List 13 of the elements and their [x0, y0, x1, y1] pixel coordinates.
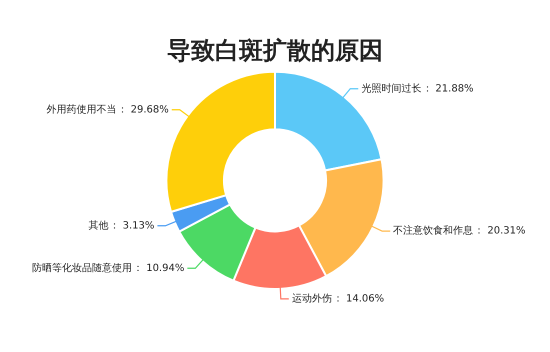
slice-label: 光照时间过长: [361, 82, 422, 94]
data-label: ： 21.88%: [422, 83, 474, 94]
slice-label: 其他: [88, 219, 108, 232]
data-label: ： 20.31%: [474, 226, 526, 237]
data-label: ： 14.06%: [332, 293, 384, 304]
slice-label: 不注意饮食和作息: [393, 224, 474, 237]
slice-label: 运动外伤: [292, 292, 332, 304]
data-label: ： 10.94%: [133, 262, 184, 274]
slice-label: 防晒等化妆品随意使用: [32, 262, 132, 274]
slice-label: 外用药使用不当: [46, 103, 116, 116]
data-label: ： 29.68%: [117, 104, 169, 116]
data-label: ： 3.13%: [109, 220, 154, 232]
chart-title: 导致白斑扩散的原因: [167, 36, 383, 65]
